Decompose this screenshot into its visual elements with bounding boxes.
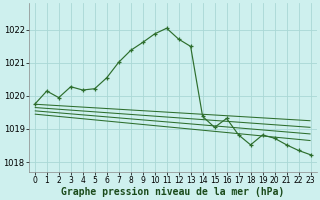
X-axis label: Graphe pression niveau de la mer (hPa): Graphe pression niveau de la mer (hPa)	[61, 186, 284, 197]
